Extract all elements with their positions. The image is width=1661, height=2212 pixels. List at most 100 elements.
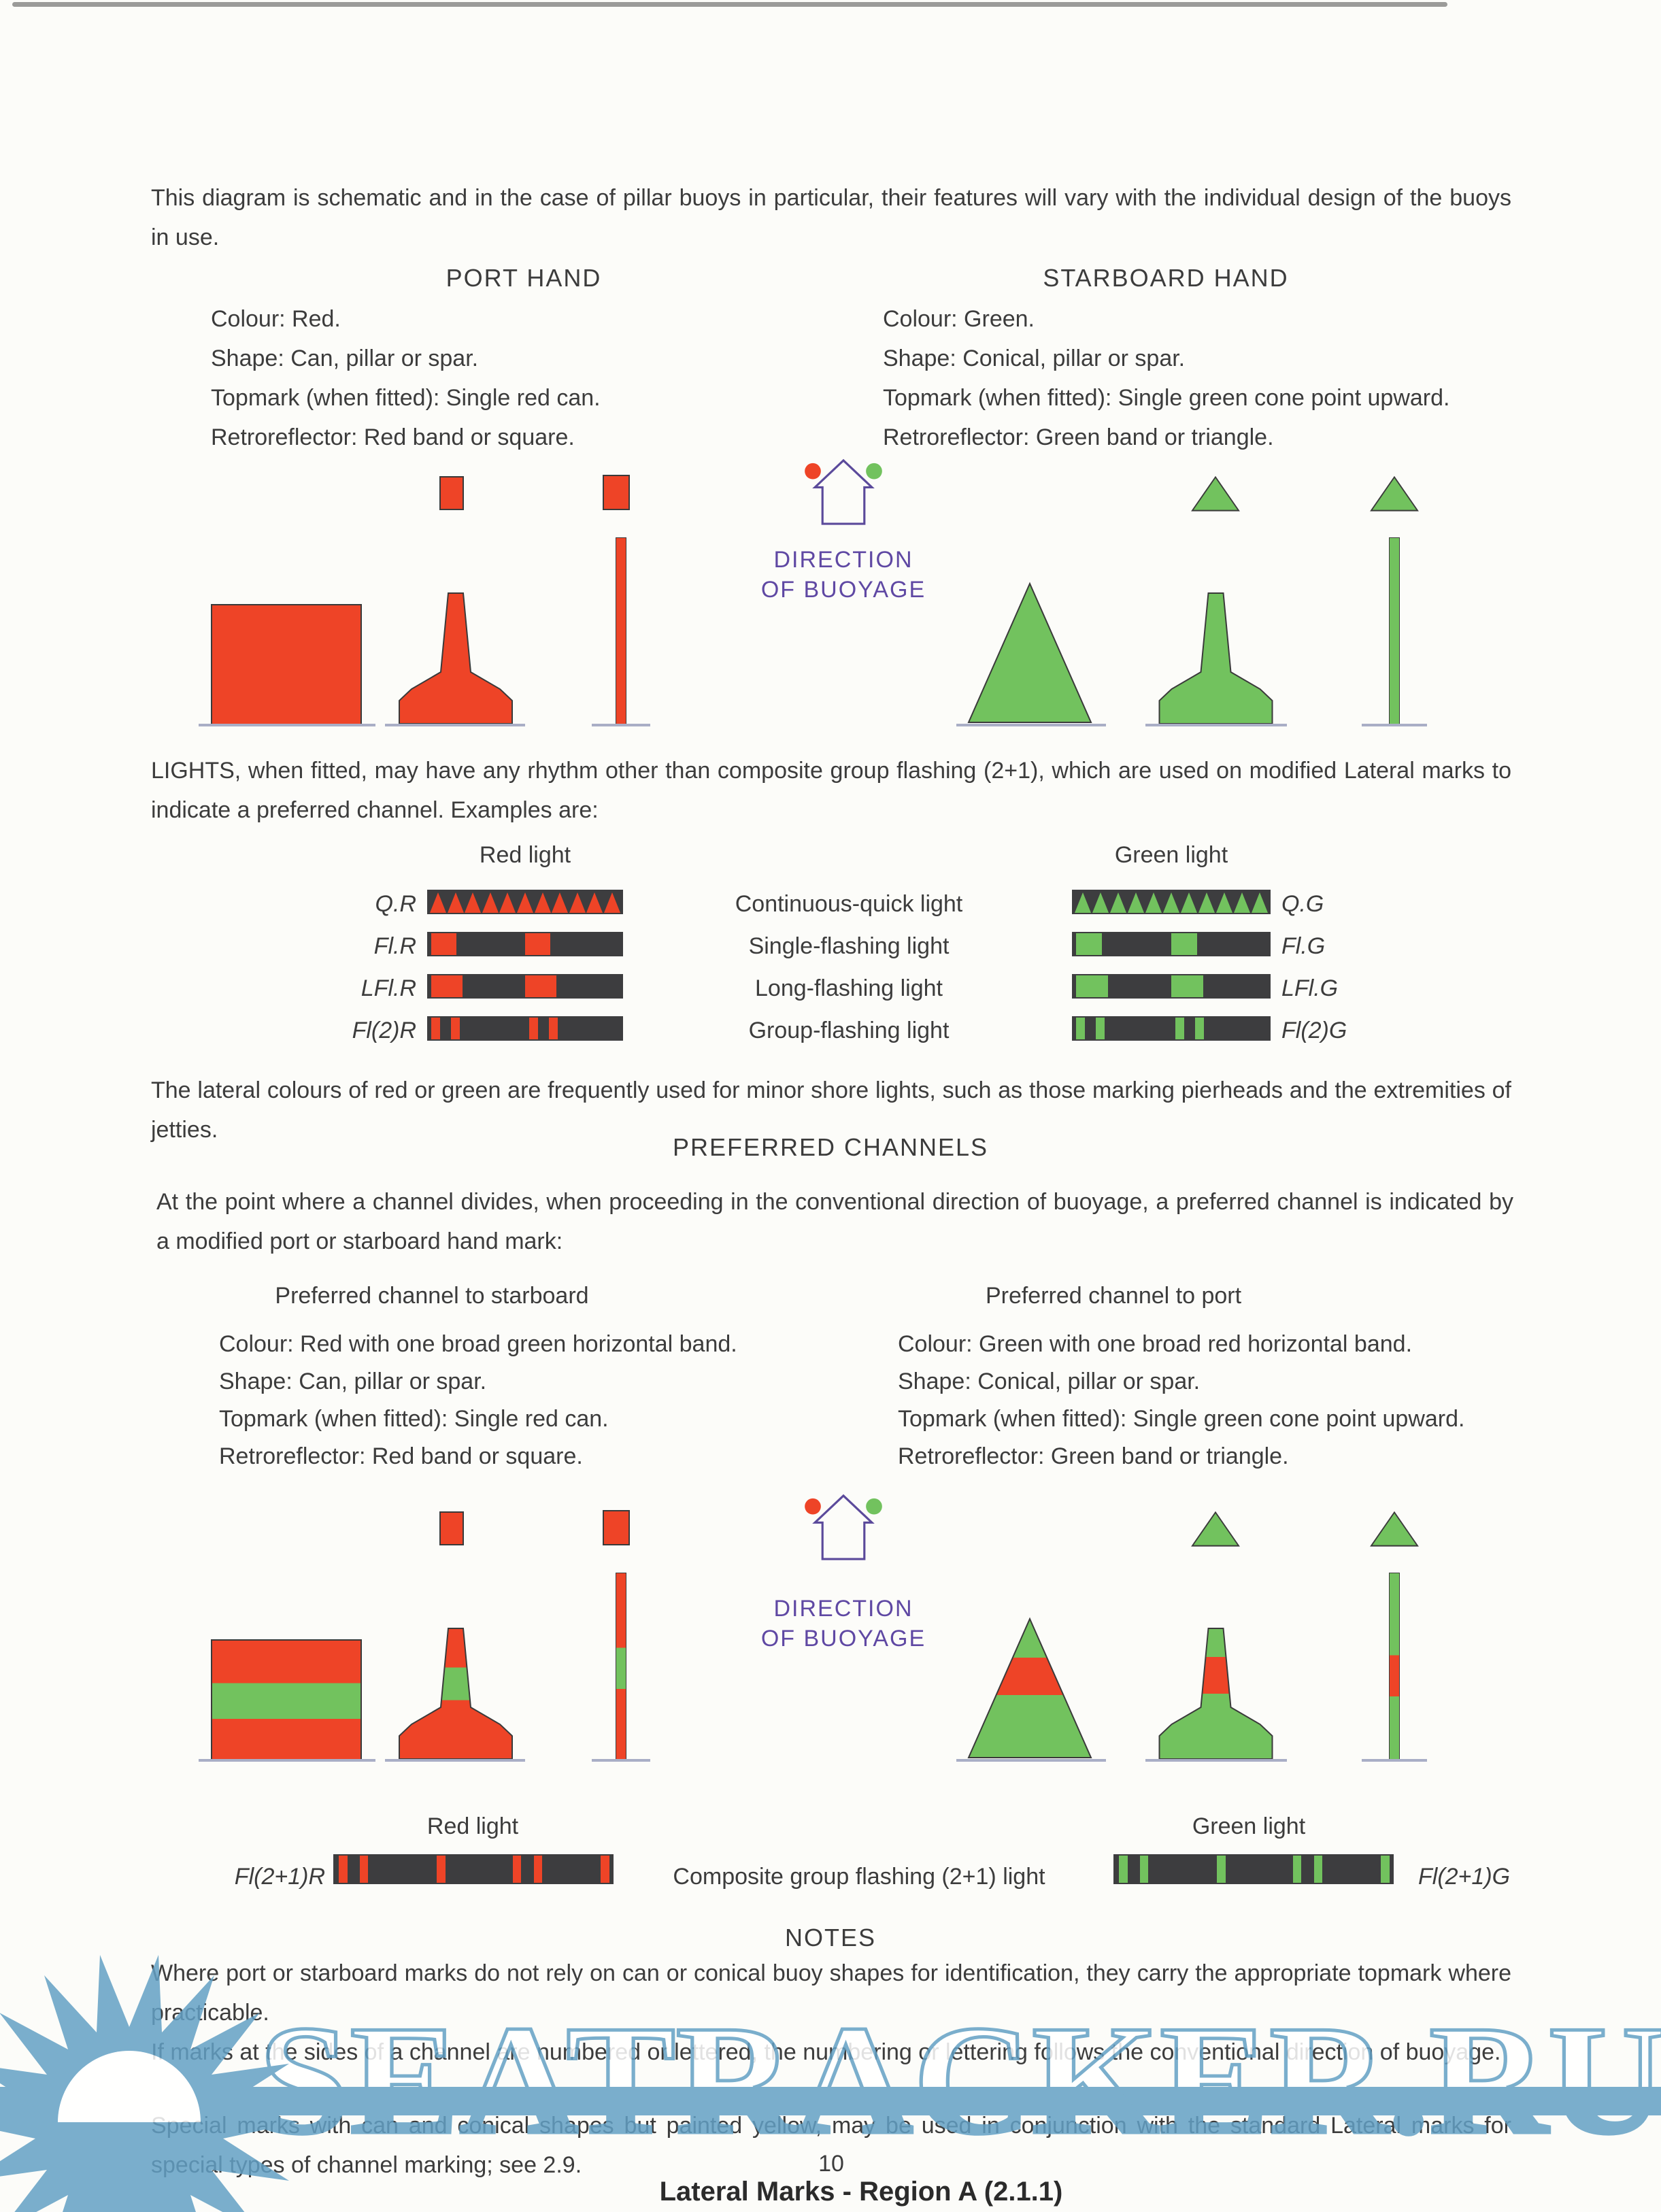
pref-port-spar-topmark-cone — [1370, 1511, 1419, 1547]
shore-lights-note: The lateral colours of red or green are … — [151, 1077, 1511, 1143]
pref-starboard-shape: Shape: Can, pillar or spar. — [219, 1369, 487, 1394]
baseline — [592, 1759, 650, 1762]
port-hand-heading: PORT HAND — [446, 264, 602, 292]
baseline — [199, 724, 375, 726]
starboard-detail-topmark: Topmark (when fitted): Single green cone… — [883, 385, 1450, 411]
direction-label-line1: DIRECTION — [773, 1596, 913, 1622]
baseline — [592, 724, 650, 726]
direction-of-buoyage-arrow — [805, 1494, 882, 1560]
port-can-buoy — [211, 604, 362, 725]
starboard-pillar-topmark-cone — [1191, 475, 1240, 512]
group-flash-red-light-bar — [427, 1016, 623, 1041]
up-arrow-icon — [812, 1494, 875, 1560]
quick-green-light-bar — [1072, 890, 1271, 914]
preferred-channels-heading: PREFERRED CHANNELS — [672, 1133, 989, 1161]
up-arrow-icon — [812, 458, 875, 525]
baseline — [956, 724, 1106, 726]
single-flash-green-light-bar — [1072, 932, 1271, 956]
pref-port-shape: Shape: Conical, pillar or spar. — [898, 1369, 1201, 1394]
intro-paragraph: This diagram is schematic and in the cas… — [151, 185, 1511, 250]
baseline — [385, 724, 525, 726]
red-light-heading: Red light — [479, 842, 571, 868]
starboard-hand-heading: STARBOARD HAND — [1043, 264, 1289, 292]
starboard-detail-colour: Colour: Green. — [883, 306, 1035, 332]
baseline — [199, 1759, 375, 1762]
baseline — [385, 1759, 525, 1762]
light-description-quick: Continuous-quick light — [735, 891, 963, 917]
light-label-flr: Fl.R — [373, 933, 416, 959]
light-label-lflr: LFl.R — [360, 975, 416, 1001]
preferred-starboard-title: Preferred channel to starboard — [275, 1283, 589, 1309]
long-flash-red-light-bar — [427, 974, 623, 999]
direction-label-line1: DIRECTION — [773, 547, 913, 573]
group-flash-green-light-bar — [1072, 1016, 1271, 1041]
starboard-cone-buoy — [967, 582, 1092, 723]
pref-starboard-retroreflector: Retroreflector: Red band or square. — [219, 1443, 583, 1469]
light-label-fl2g: Fl(2)G — [1281, 1018, 1347, 1043]
light-label-flg: Fl.G — [1281, 933, 1326, 959]
light-label-qr: Q.R — [375, 891, 416, 917]
pref-starboard-pillar-topmark-can — [439, 1511, 464, 1545]
light-label-fl21r: Fl(2+1)R — [234, 1864, 325, 1890]
port-detail-colour: Colour: Red. — [211, 306, 341, 332]
starboard-pillar-buoy — [1158, 592, 1273, 724]
composite-group-flash-description: Composite group flashing (2+1) light — [673, 1864, 1045, 1890]
pref-port-spar-buoy — [1389, 1573, 1400, 1760]
starboard-detail-shape: Shape: Conical, pillar or spar. — [883, 346, 1186, 371]
port-detail-topmark: Topmark (when fitted): Single red can. — [211, 385, 601, 411]
preferred-channels-intro: At the point where a channel divides, wh… — [156, 1189, 1513, 1254]
starboard-detail-retroreflector: Retroreflector: Green band or triangle. — [883, 424, 1274, 450]
port-detail-shape: Shape: Can, pillar or spar. — [211, 346, 479, 371]
direction-label-line2: OF BUOYAGE — [760, 577, 926, 603]
pref-starboard-spar-buoy — [616, 1573, 626, 1760]
scan-artifact-line — [12, 2, 1447, 7]
baseline — [1362, 724, 1427, 726]
pref-port-topmark: Topmark (when fitted): Single green cone… — [898, 1406, 1465, 1432]
quick-red-light-bar — [427, 890, 623, 914]
note-topmark: Where port or starboard marks do not rel… — [151, 1960, 1511, 2026]
green-dot-icon — [866, 463, 882, 480]
pref-port-retroreflector: Retroreflector: Green band or triangle. — [898, 1443, 1289, 1469]
baseline — [1362, 1759, 1427, 1762]
notes-heading: NOTES — [784, 1924, 876, 1951]
pref-starboard-colour: Colour: Red with one broad green horizon… — [219, 1331, 737, 1357]
note-numbering: If marks at the sides of a channel are n… — [151, 2039, 1501, 2065]
green-dot-icon — [866, 1498, 882, 1515]
pref-port-cone-buoy — [967, 1617, 1092, 1758]
pref-red-light-heading: Red light — [426, 1813, 519, 1839]
port-detail-retroreflector: Retroreflector: Red band or square. — [211, 424, 575, 450]
direction-label-line2: OF BUOYAGE — [760, 1626, 926, 1652]
light-label-lflg: LFl.G — [1281, 975, 1339, 1001]
pref-port-colour: Colour: Green with one broad red horizon… — [898, 1331, 1413, 1357]
light-label-fl2r: Fl(2)R — [352, 1018, 416, 1043]
red-dot-icon — [805, 1498, 821, 1515]
port-pillar-buoy — [399, 592, 513, 724]
pref-port-pillar-buoy — [1158, 1628, 1273, 1760]
pref-starboard-can-buoy — [211, 1639, 362, 1760]
footer-title: Lateral Marks - Region A (2.1.1) — [659, 2177, 1063, 2207]
light-description-single-flash: Single-flashing light — [748, 933, 950, 959]
green-light-heading: Green light — [1114, 842, 1228, 868]
light-description-group-flash: Group-flashing light — [748, 1018, 950, 1043]
starboard-spar-topmark-cone — [1370, 475, 1419, 512]
pref-green-light-heading: Green light — [1192, 1813, 1306, 1839]
long-flash-green-light-bar — [1072, 974, 1271, 999]
preferred-port-title: Preferred channel to port — [985, 1283, 1242, 1309]
composite-group-flash-red-light-bar — [333, 1854, 614, 1884]
pref-starboard-topmark: Topmark (when fitted): Single red can. — [219, 1406, 609, 1432]
pref-starboard-spar-topmark-can — [603, 1510, 630, 1545]
port-spar-topmark-can — [603, 475, 630, 510]
baseline — [1145, 724, 1287, 726]
lights-intro-paragraph: LIGHTS, when fitted, may have any rhythm… — [151, 758, 1511, 823]
port-spar-buoy — [616, 537, 626, 725]
direction-of-buoyage-arrow — [805, 458, 882, 525]
starboard-spar-buoy — [1389, 537, 1400, 725]
pref-port-pillar-topmark-cone — [1191, 1511, 1240, 1547]
page-number: 10 — [818, 2151, 844, 2177]
baseline — [956, 1759, 1106, 1762]
pref-starboard-pillar-buoy — [399, 1628, 513, 1760]
light-description-long-flash: Long-flashing light — [755, 975, 943, 1001]
light-label-fl21g: Fl(2+1)G — [1418, 1864, 1511, 1890]
light-label-qg: Q.G — [1281, 891, 1324, 917]
